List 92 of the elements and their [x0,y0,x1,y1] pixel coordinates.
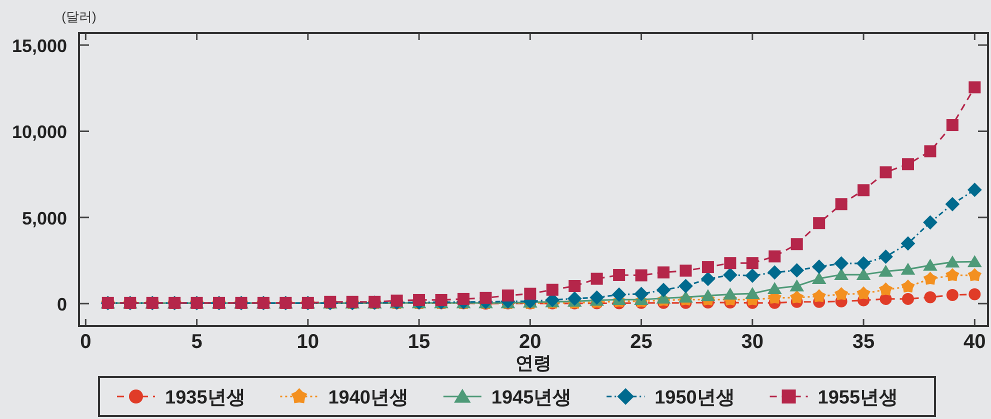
point [435,294,448,306]
y-tick-label: 10,000 [12,122,67,142]
point [812,272,826,284]
point [946,119,958,132]
y-tick-label: 0 [56,294,67,315]
point [945,255,960,268]
x-tick-label: 30 [741,331,764,353]
point [724,257,736,270]
legend-label: 1940년생 [328,388,408,408]
point [924,291,936,304]
point [634,286,648,302]
point [835,198,848,210]
point [746,257,758,270]
point [590,272,603,285]
point [745,268,760,283]
point [678,290,693,303]
point [812,289,826,302]
point [722,288,738,300]
point [968,81,981,94]
x-tick-label: 15 [408,331,430,353]
point [945,196,960,212]
point [878,250,893,264]
point [635,269,648,282]
point [700,289,716,302]
x-tick-label: 40 [964,331,986,353]
legend-label: 1945년생 [491,388,572,408]
point [923,272,938,285]
point [767,265,782,280]
y-axis-title: (달러) [62,9,96,24]
x-tick-label: 5 [191,331,202,353]
point [790,263,804,278]
point [878,282,893,296]
point [856,268,871,280]
point [813,217,826,230]
point [790,290,804,304]
point [700,272,716,286]
point [858,184,870,196]
x-tick-label: 20 [519,331,542,353]
point [768,250,781,262]
point [967,182,982,198]
point [656,282,671,298]
point [946,268,960,282]
point [880,166,892,178]
point [923,258,938,271]
point [856,256,871,271]
point [946,288,958,301]
point [457,292,470,305]
point [568,280,581,292]
point [834,287,848,300]
point [812,260,826,274]
point [524,288,536,300]
point [923,215,938,230]
x-tick-label: 25 [630,331,652,353]
point [612,287,626,302]
point [767,282,782,294]
point [613,268,626,281]
point [680,264,692,277]
point [678,278,693,294]
point [900,262,916,275]
y-tick-label: 5,000 [22,208,67,228]
point [902,292,914,305]
point [902,158,914,170]
point [790,238,803,250]
point [856,286,870,300]
point [567,291,582,306]
point [722,268,738,282]
point [901,280,915,293]
x-tick-label: 0 [80,331,92,353]
point [590,290,604,305]
legend-label: 1950년생 [654,388,735,408]
point [968,288,981,300]
legend-label: 1955년생 [818,388,898,408]
x-tick-label: 10 [296,331,320,353]
point [900,236,916,251]
x-tick-label: 35 [852,331,875,353]
point [968,268,982,282]
point [546,284,558,296]
point [745,287,760,299]
legend-label: 1935년생 [165,388,246,408]
point [480,292,492,304]
y-tick-label: 15,000 [12,36,67,56]
point [658,266,670,278]
point [924,145,936,158]
point [502,289,514,302]
point [834,256,849,271]
point [967,255,982,268]
point [702,261,714,274]
point [834,268,849,280]
point [790,279,804,292]
x-axis-title: 연령 [516,353,552,373]
point [413,294,426,306]
point [878,264,893,277]
